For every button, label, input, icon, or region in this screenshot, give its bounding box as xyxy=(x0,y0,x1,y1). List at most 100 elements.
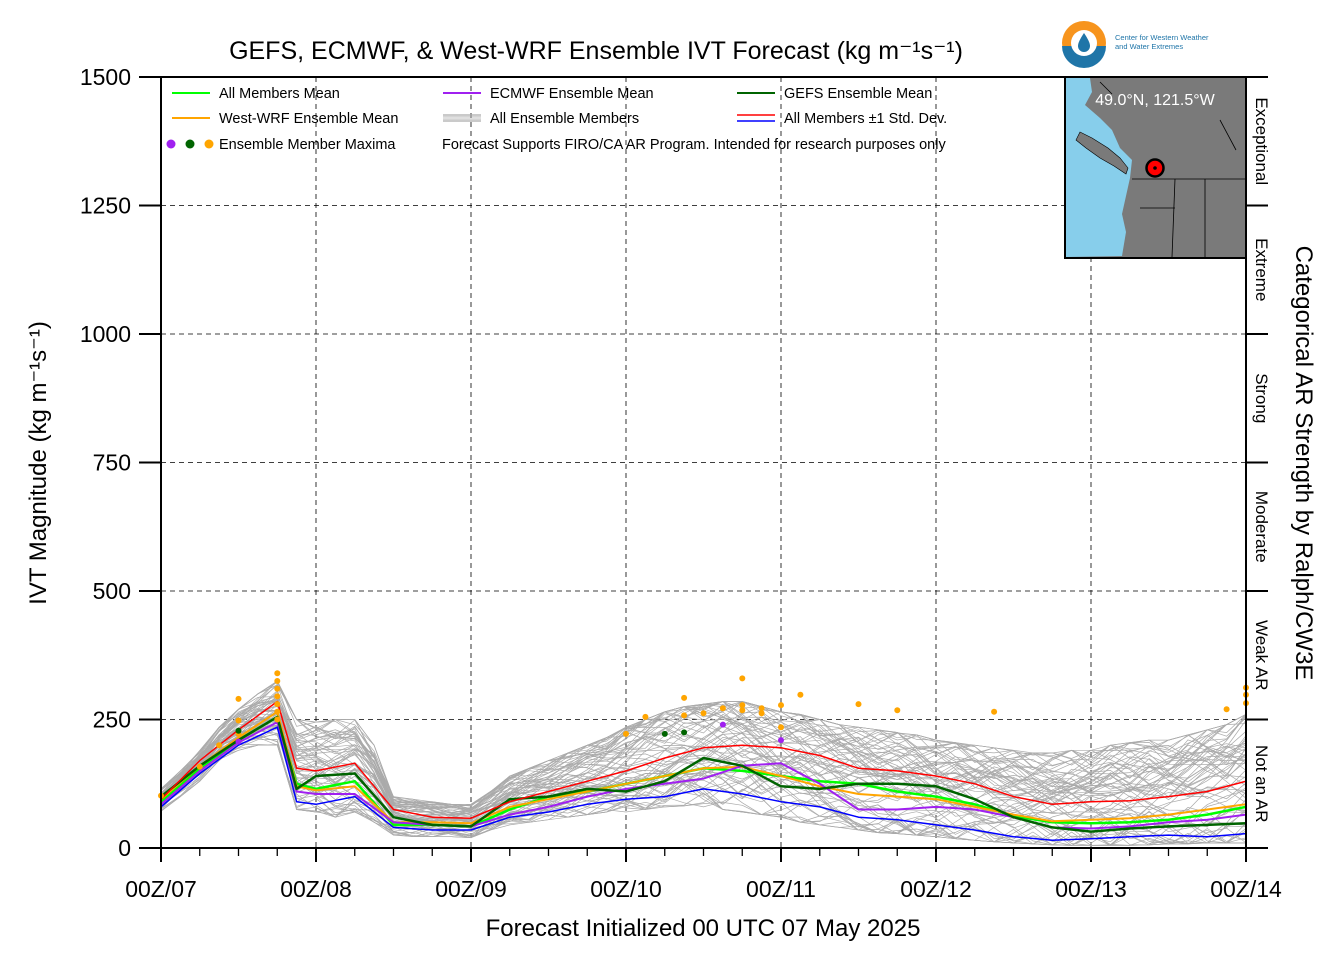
ensemble-member-line xyxy=(161,684,1246,836)
border-lines xyxy=(1099,81,1246,258)
series-line xyxy=(161,726,1246,842)
legend-label: All Members ±1 Std. Dev. xyxy=(784,111,947,127)
y-tick-label: 0 xyxy=(118,835,131,861)
maxima-point xyxy=(700,710,707,717)
series-line xyxy=(161,710,1246,825)
maxima-point xyxy=(778,724,784,731)
ensemble-member-line xyxy=(161,713,1246,826)
maxima-point xyxy=(719,721,726,728)
location-inset-map: 49.0°N, 121.5°W xyxy=(1064,76,1247,259)
logo-text-line-2: and Water Extremes xyxy=(1115,42,1183,51)
ensemble-member-line xyxy=(161,701,1246,820)
ensemble-member-line xyxy=(161,701,1246,816)
x-tick-label: 00Z/10 xyxy=(590,876,662,902)
x-tick-label: 00Z/14 xyxy=(1210,876,1282,902)
ensemble-member-line xyxy=(161,732,1246,839)
x-tick-label: 00Z/07 xyxy=(125,876,197,902)
legend-label: West-WRF Ensemble Mean xyxy=(219,111,398,127)
legend-label: GEFS Ensemble Mean xyxy=(784,86,932,102)
maxima-point xyxy=(274,701,281,708)
maxima-point xyxy=(739,675,746,682)
x-tick-label: 00Z/08 xyxy=(280,876,352,902)
maxima-point xyxy=(235,738,242,745)
ensemble-member-line xyxy=(161,699,1246,825)
ensemble-member-line xyxy=(161,723,1246,820)
maxima-point xyxy=(274,716,281,723)
maxima-point xyxy=(642,713,649,720)
x-tick-label: 00Z/11 xyxy=(746,876,816,902)
maxima-point xyxy=(681,712,688,719)
series-lines xyxy=(161,700,1246,842)
droplet-icon xyxy=(1078,33,1090,52)
cw3e-logo: Center for Western Weather and Water Ext… xyxy=(1062,21,1209,68)
maxima-point xyxy=(739,702,746,709)
legend-label: All Members Mean xyxy=(219,86,340,102)
ocean-shape xyxy=(1066,78,1132,257)
ar-category-label: Moderate xyxy=(1252,491,1271,563)
legend-label: Ensemble Member Maxima xyxy=(219,137,396,153)
maxima-point xyxy=(797,691,804,698)
maxima-point xyxy=(991,708,998,715)
maxima-point xyxy=(274,708,281,715)
ensemble-member-line xyxy=(161,735,1246,846)
maxima-point xyxy=(274,678,281,684)
ensemble-member-line xyxy=(161,701,1246,820)
maxima-point xyxy=(274,693,281,700)
maxima-point xyxy=(739,707,746,714)
ensemble-member-line xyxy=(161,704,1246,845)
y-tick-label: 1250 xyxy=(80,193,131,219)
maxima-point xyxy=(758,710,765,717)
legend-swatch xyxy=(166,139,176,149)
y-tick-label: 1500 xyxy=(80,64,131,90)
maxima-point xyxy=(235,717,242,724)
y-axis-label: IVT Magnitude (kg m⁻¹s⁻¹) xyxy=(25,321,52,605)
ensemble-member-line xyxy=(161,706,1246,822)
maxima-point xyxy=(235,695,242,702)
x-tick-label: 00Z/12 xyxy=(900,876,972,902)
inset-location-label: 49.0°N, 121.5°W xyxy=(1095,92,1215,109)
ensemble-maxima-points xyxy=(158,670,1249,799)
maxima-point xyxy=(216,742,223,749)
y-tick-label: 500 xyxy=(93,578,131,604)
chart-title: GEFS, ECMWF, & West-WRF Ensemble IVT For… xyxy=(229,37,963,65)
x-axis-label: Forecast Initialized 00 UTC 07 May 2025 xyxy=(486,915,921,942)
legend-swatch xyxy=(204,139,214,149)
x-axis-ticks: 00Z/07 00Z/08 00Z/09 00Z/10 00Z/11 00Z/12 00Z/… xyxy=(125,848,1282,902)
maxima-point xyxy=(274,670,281,677)
location-marker-center xyxy=(1153,166,1157,170)
ensemble-member-line xyxy=(161,696,1246,807)
legend-note: Forecast Supports FIRO/CA AR Program. In… xyxy=(442,137,946,153)
legend-label: All Ensemble Members xyxy=(490,111,639,127)
maxima-point xyxy=(1223,706,1230,713)
legend-swatch xyxy=(185,139,195,149)
ar-category-label: Weak AR xyxy=(1252,620,1271,691)
y-tick-label: 250 xyxy=(93,707,131,733)
ensemble-member-line xyxy=(161,723,1246,838)
ensemble-member-line xyxy=(161,725,1246,846)
ensemble-member-line xyxy=(161,714,1246,838)
maxima-point xyxy=(623,730,629,737)
ensemble-member-line xyxy=(161,744,1246,845)
series-line xyxy=(161,700,1246,819)
logo-wave xyxy=(1062,46,1106,68)
ar-category-label: Not an AR xyxy=(1252,745,1271,823)
ensemble-member-line xyxy=(161,706,1246,831)
ar-category-labels: Not an AR Weak AR Moderate Strong Extreme Exc… xyxy=(1252,97,1271,822)
ar-category-label: Strong xyxy=(1252,373,1271,423)
maxima-point xyxy=(778,737,784,744)
maxima-point xyxy=(235,727,242,734)
legend: All Members Mean ECMWF Ensemble Mean GEFS … xyxy=(166,86,947,153)
ensemble-member-line xyxy=(161,721,1246,830)
legend-label: ECMWF Ensemble Mean xyxy=(490,86,654,102)
maxima-point xyxy=(661,730,668,737)
y-tick-label: 750 xyxy=(93,450,131,476)
maxima-point xyxy=(681,729,688,736)
right-axis-label: Categorical AR Strength by Ralph/CW3E xyxy=(1290,246,1317,681)
x-tick-label: 00Z/09 xyxy=(435,876,507,902)
x-tick-label: 00Z/13 xyxy=(1055,876,1127,902)
logo-text-line-1: Center for Western Weather xyxy=(1115,33,1209,42)
ar-category-label: Exceptional xyxy=(1252,97,1271,185)
maxima-point xyxy=(778,702,784,709)
maxima-point xyxy=(719,705,726,712)
